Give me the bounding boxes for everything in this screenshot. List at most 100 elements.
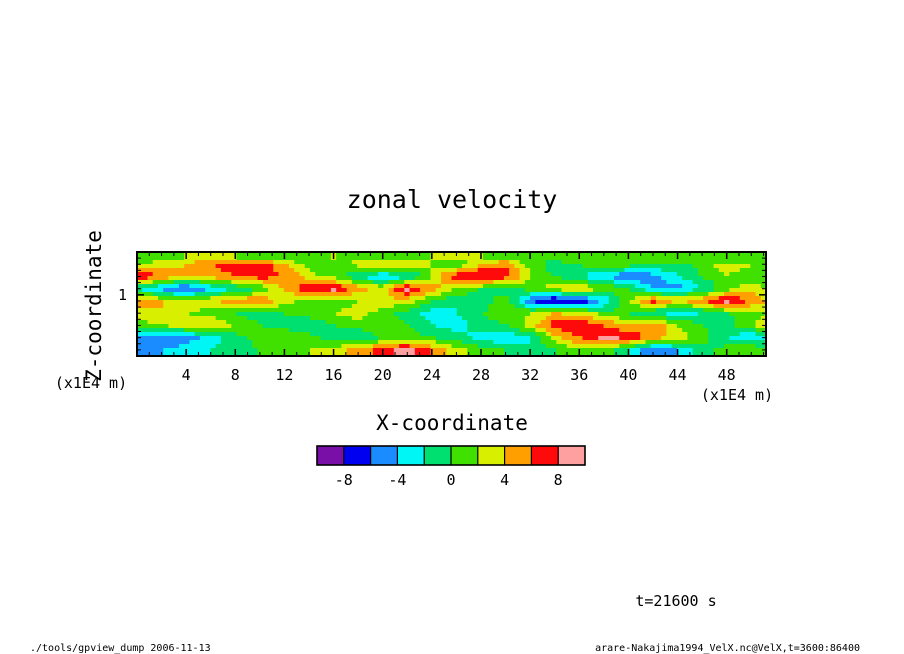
heatmap-cell	[687, 280, 694, 285]
heatmap-cell	[493, 336, 500, 341]
heatmap-cell	[519, 284, 526, 289]
heatmap-cell	[687, 272, 694, 277]
heatmap-cell	[278, 316, 285, 321]
heatmap-cell	[572, 284, 578, 289]
heatmap-cell	[697, 344, 704, 349]
heatmap-cell	[184, 276, 191, 281]
heatmap-cell	[488, 340, 495, 345]
heatmap-cell	[409, 288, 416, 293]
heatmap-cell	[341, 320, 348, 325]
heatmap-cell	[477, 280, 484, 285]
heatmap-cell	[184, 324, 191, 329]
heatmap-cell	[268, 340, 274, 345]
heatmap-cell	[142, 320, 149, 325]
heatmap-cell	[593, 348, 599, 353]
heatmap-cell	[498, 352, 505, 357]
heatmap-cell	[378, 348, 384, 353]
heatmap-cell	[184, 320, 191, 325]
heatmap-cell	[409, 260, 416, 265]
heatmap-cell	[739, 284, 746, 289]
heatmap-cell	[236, 348, 243, 353]
heatmap-cell	[404, 260, 411, 265]
heatmap-cell	[535, 300, 542, 305]
heatmap-cell	[194, 304, 201, 309]
heatmap-cell	[299, 284, 306, 289]
heatmap-cell	[551, 316, 557, 321]
heatmap-cell	[697, 352, 704, 357]
heatmap-cell	[514, 336, 521, 341]
heatmap-cell	[530, 308, 536, 313]
heatmap-cell	[493, 252, 500, 257]
heatmap-cell	[582, 340, 589, 345]
heatmap-cell	[388, 316, 395, 321]
heatmap-cell	[456, 264, 463, 269]
heatmap-cell	[273, 348, 280, 353]
heatmap-cell	[247, 304, 253, 309]
heatmap-cell	[388, 324, 395, 329]
heatmap-cell	[137, 308, 143, 313]
heatmap-cell	[199, 288, 206, 293]
heatmap-cell	[509, 252, 515, 257]
heatmap-cell	[697, 324, 704, 329]
heatmap-cell	[346, 316, 353, 321]
heatmap-cell	[184, 336, 191, 341]
heatmap-cell	[519, 272, 526, 277]
heatmap-cell	[634, 304, 641, 309]
heatmap-cell	[624, 304, 631, 309]
heatmap-cell	[435, 352, 442, 357]
heatmap-cell	[530, 292, 536, 297]
heatmap-cell	[734, 296, 741, 301]
heatmap-cell	[687, 276, 694, 281]
heatmap-cell	[456, 308, 463, 313]
heatmap-cell	[330, 288, 337, 293]
heatmap-cell	[488, 332, 495, 337]
heatmap-cell	[645, 252, 652, 257]
heatmap-cell	[503, 316, 510, 321]
heatmap-cell	[545, 312, 552, 317]
heatmap-cell	[205, 320, 211, 325]
heatmap-cell	[425, 320, 432, 325]
heatmap-cell	[320, 340, 327, 345]
heatmap-cell	[629, 252, 636, 257]
heatmap-cell	[147, 332, 154, 337]
heatmap-cell	[137, 300, 143, 305]
heatmap-cell	[184, 292, 191, 297]
heatmap-cell	[399, 256, 405, 261]
heatmap-cell	[315, 268, 322, 273]
heatmap-cell	[624, 292, 631, 297]
heatmap-cell	[252, 312, 259, 317]
heatmap-cell	[598, 260, 605, 265]
heatmap-cell	[309, 288, 316, 293]
heatmap-cell	[461, 304, 468, 309]
heatmap-cell	[435, 272, 442, 277]
heatmap-cell	[676, 252, 683, 257]
heatmap-cell	[383, 324, 390, 329]
heatmap-cell	[325, 296, 332, 301]
heatmap-cell	[393, 316, 400, 321]
heatmap-cell	[556, 296, 563, 301]
heatmap-cell	[461, 352, 468, 357]
heatmap-cell	[593, 280, 599, 285]
heatmap-cell	[309, 252, 316, 257]
heatmap-cell	[519, 260, 526, 265]
heatmap-cell	[309, 320, 316, 325]
heatmap-cell	[215, 276, 222, 281]
heatmap-cell	[561, 296, 568, 301]
heatmap-cell	[446, 316, 453, 321]
heatmap-cell	[404, 272, 411, 277]
heatmap-cell	[142, 328, 149, 333]
heatmap-cell	[210, 272, 217, 277]
heatmap-cell	[703, 300, 709, 305]
heatmap-cell	[178, 324, 185, 329]
heatmap-cell	[493, 352, 500, 357]
heatmap-cell	[294, 288, 301, 293]
heatmap-cell	[257, 260, 264, 265]
heatmap-cell	[325, 268, 332, 273]
heatmap-cell	[587, 308, 594, 313]
heatmap-cell	[535, 308, 542, 313]
heatmap-cell	[173, 348, 180, 353]
heatmap-cell	[498, 328, 505, 333]
heatmap-cell	[247, 316, 253, 321]
heatmap-cell	[676, 336, 683, 341]
heatmap-cell	[472, 292, 479, 297]
